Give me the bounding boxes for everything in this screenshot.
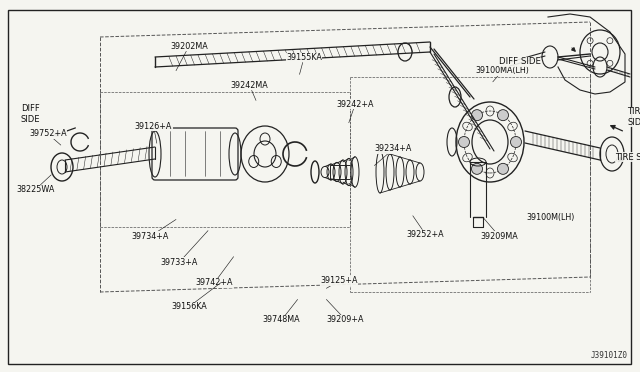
Text: 39155KA: 39155KA [286, 53, 322, 74]
Text: J39101Z0: J39101Z0 [591, 351, 628, 360]
Text: 39125+A: 39125+A [321, 276, 358, 288]
Text: 39234+A: 39234+A [374, 144, 412, 166]
Text: DIFF
SIDE: DIFF SIDE [20, 104, 40, 124]
Text: DIFF SIDE: DIFF SIDE [499, 58, 541, 67]
Text: TIRE
SIDE: TIRE SIDE [627, 107, 640, 127]
Text: 39126+A: 39126+A [135, 122, 172, 143]
Circle shape [472, 110, 483, 121]
Bar [330, 165, 350, 179]
Text: 39733+A: 39733+A [161, 231, 208, 267]
Text: 39748MA: 39748MA [263, 299, 300, 324]
Text: 39209+A: 39209+A [326, 299, 364, 324]
Text: 39156KA: 39156KA [171, 283, 221, 311]
Text: TIRE SIDE: TIRE SIDE [615, 153, 640, 161]
Circle shape [458, 137, 470, 148]
Text: 39734+A: 39734+A [132, 219, 176, 241]
Circle shape [511, 137, 522, 148]
Text: 39100M(LH): 39100M(LH) [526, 213, 575, 222]
Circle shape [472, 163, 483, 174]
Text: 39752+A: 39752+A [29, 129, 67, 145]
Text: 39252+A: 39252+A [407, 216, 444, 239]
Circle shape [497, 163, 509, 174]
Circle shape [497, 110, 509, 121]
Text: 39242+A: 39242+A [337, 100, 374, 123]
Text: 39202MA: 39202MA [170, 42, 207, 71]
Text: 39100MA(LH): 39100MA(LH) [476, 66, 529, 82]
Text: 39242MA: 39242MA [231, 81, 268, 100]
Text: 38225WA: 38225WA [16, 175, 54, 194]
Text: 39209MA: 39209MA [481, 218, 518, 241]
Text: 39742+A: 39742+A [196, 257, 234, 287]
